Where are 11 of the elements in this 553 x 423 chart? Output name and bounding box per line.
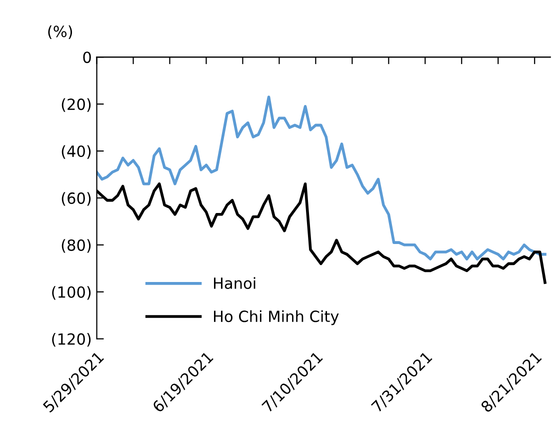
y-tick-label: (120) (52, 333, 91, 347)
y-tick-label: (60) (62, 192, 91, 206)
legend-label: Hanoi (214, 277, 256, 289)
y-tick-label: (80) (62, 239, 91, 253)
y-tick-label: (40) (62, 145, 91, 159)
y-axis-title: (%) (48, 25, 72, 40)
line-series (96, 96, 546, 260)
y-tick-label: (100) (52, 286, 91, 300)
y-tick-label: (20) (62, 98, 91, 112)
y-tick-label: 0 (83, 52, 91, 64)
legend-label: Ho Chi Minh City (214, 310, 339, 326)
